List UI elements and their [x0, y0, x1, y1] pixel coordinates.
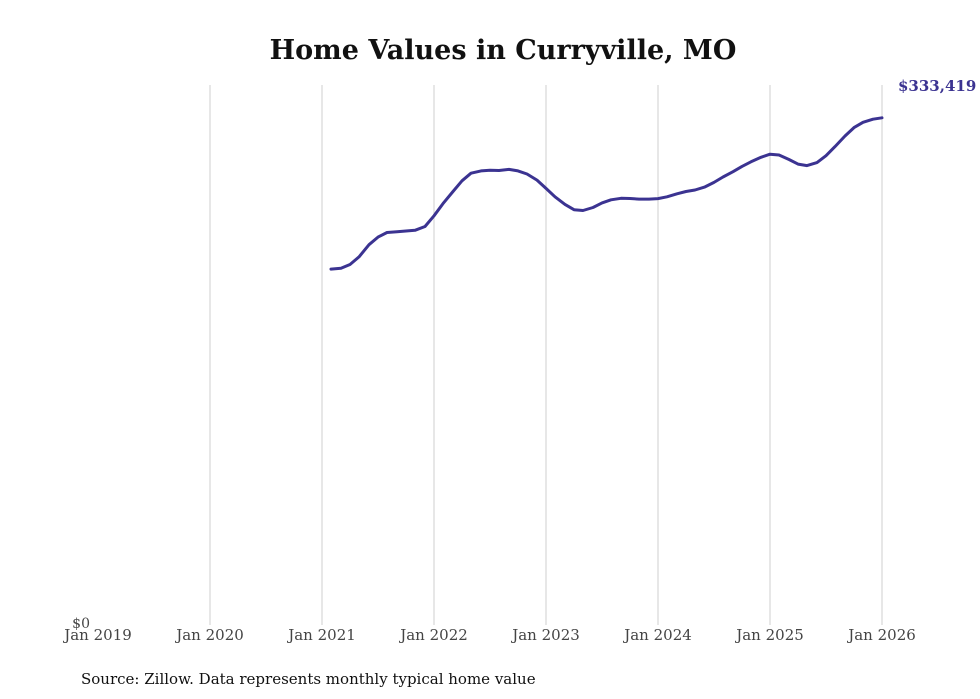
x-axis-ticks: Jan 2019 Jan 2020 Jan 2021 Jan 2022 Jan 2023… — [62, 626, 916, 644]
x-tick-label: Jan 2026 — [846, 626, 916, 644]
chart-title: Home Values in Curryville, MO — [270, 35, 737, 66]
end-value-label: $333,419 — [898, 77, 976, 95]
x-tick-label: Jan 2023 — [510, 626, 580, 644]
x-tick-label: Jan 2022 — [398, 626, 468, 644]
series-line-home-value — [329, 116, 884, 271]
source-note: Source: Zillow. Data represents monthly … — [81, 670, 536, 688]
x-tick-label: Jan 2020 — [174, 626, 244, 644]
x-tick-label: Jan 2024 — [622, 626, 692, 644]
x-tick-label: Jan 2019 — [62, 626, 132, 644]
x-tick-label: Jan 2025 — [734, 626, 804, 644]
y-axis-tick-label: $0 — [72, 616, 90, 632]
gridlines — [209, 85, 883, 625]
x-tick-label: Jan 2021 — [286, 626, 356, 644]
